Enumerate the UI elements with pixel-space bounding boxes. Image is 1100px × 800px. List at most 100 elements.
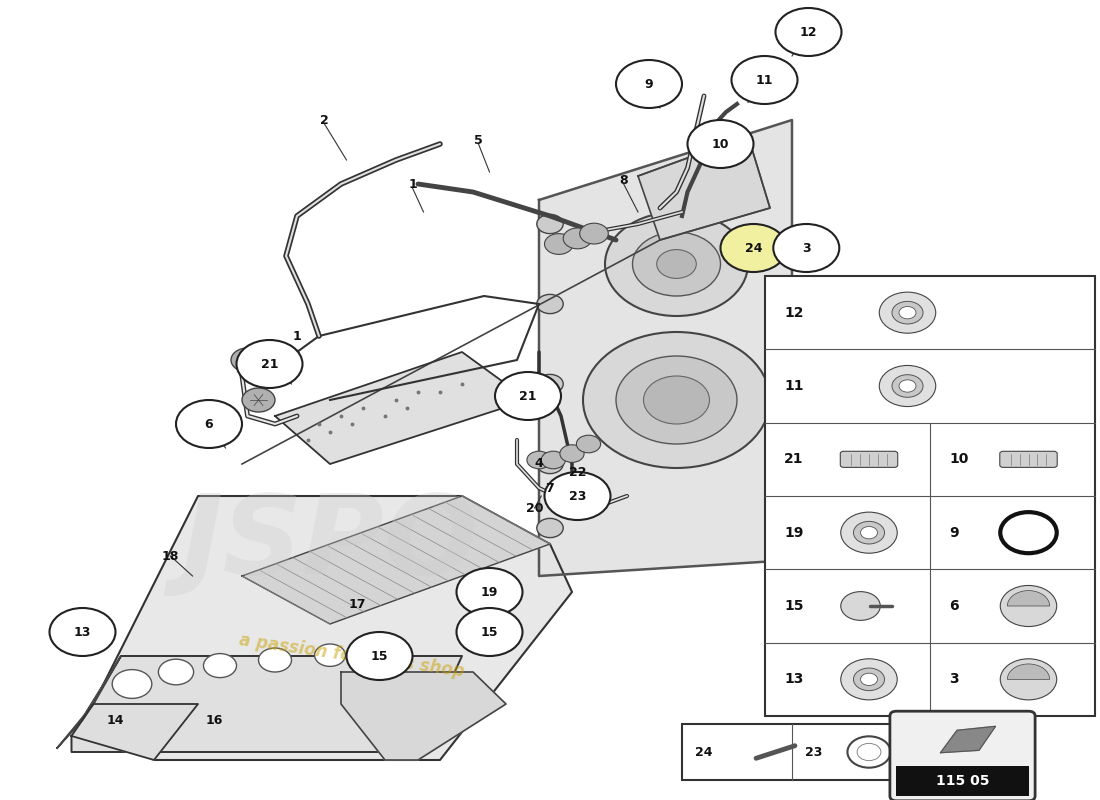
Wedge shape xyxy=(1008,590,1049,606)
FancyBboxPatch shape xyxy=(764,276,1094,716)
Text: 1: 1 xyxy=(293,330,301,342)
Circle shape xyxy=(537,374,563,394)
Text: 7: 7 xyxy=(546,482,554,494)
Text: 15: 15 xyxy=(371,650,388,662)
Text: a passion for parts shop: a passion for parts shop xyxy=(239,631,465,681)
Text: 12: 12 xyxy=(800,26,817,38)
Text: 1: 1 xyxy=(408,178,417,190)
Circle shape xyxy=(720,224,786,272)
Text: 23: 23 xyxy=(805,746,823,758)
Circle shape xyxy=(315,644,345,666)
Circle shape xyxy=(50,608,116,656)
Polygon shape xyxy=(940,726,996,753)
Text: 2: 2 xyxy=(320,114,329,126)
Circle shape xyxy=(158,659,194,685)
Polygon shape xyxy=(539,120,792,576)
Circle shape xyxy=(1000,658,1057,700)
Circle shape xyxy=(732,56,798,104)
Text: JSPO: JSPO xyxy=(182,490,478,598)
Circle shape xyxy=(537,294,563,314)
FancyBboxPatch shape xyxy=(896,766,1028,796)
Circle shape xyxy=(632,232,721,296)
Text: 15: 15 xyxy=(481,626,498,638)
Text: 11: 11 xyxy=(784,379,804,393)
Circle shape xyxy=(204,654,236,678)
Circle shape xyxy=(1000,586,1057,626)
Circle shape xyxy=(899,306,916,319)
Wedge shape xyxy=(1008,664,1049,679)
Text: 10: 10 xyxy=(712,138,729,150)
Circle shape xyxy=(544,472,610,520)
FancyBboxPatch shape xyxy=(890,711,1035,800)
Text: 6: 6 xyxy=(949,599,959,613)
Circle shape xyxy=(879,292,936,333)
Circle shape xyxy=(576,435,601,453)
Text: 21: 21 xyxy=(519,390,537,402)
Circle shape xyxy=(583,332,770,468)
Text: 20: 20 xyxy=(526,502,543,514)
Circle shape xyxy=(616,60,682,108)
Circle shape xyxy=(544,234,573,254)
Circle shape xyxy=(560,445,584,462)
Circle shape xyxy=(112,670,152,698)
Text: 8: 8 xyxy=(619,174,628,186)
Text: 17: 17 xyxy=(349,598,366,610)
Circle shape xyxy=(541,451,565,469)
FancyBboxPatch shape xyxy=(1000,451,1057,467)
Text: 19: 19 xyxy=(784,526,804,540)
Polygon shape xyxy=(341,672,506,760)
Text: 4: 4 xyxy=(535,458,543,470)
Circle shape xyxy=(527,451,551,469)
Circle shape xyxy=(231,348,264,372)
Circle shape xyxy=(847,736,891,768)
Circle shape xyxy=(776,8,842,56)
Circle shape xyxy=(840,512,898,554)
Circle shape xyxy=(495,372,561,420)
Circle shape xyxy=(563,228,592,249)
Circle shape xyxy=(860,526,878,539)
Text: 5: 5 xyxy=(474,134,483,146)
Circle shape xyxy=(840,658,898,700)
Circle shape xyxy=(1000,512,1057,554)
Text: 14: 14 xyxy=(107,714,124,726)
Text: 115 05: 115 05 xyxy=(936,774,989,788)
Circle shape xyxy=(892,302,923,324)
Polygon shape xyxy=(72,656,462,752)
Circle shape xyxy=(176,400,242,448)
Text: 24: 24 xyxy=(695,746,713,758)
Circle shape xyxy=(242,388,275,412)
Circle shape xyxy=(236,340,302,388)
Circle shape xyxy=(616,356,737,444)
Circle shape xyxy=(644,376,710,424)
Text: 9: 9 xyxy=(645,78,653,90)
Circle shape xyxy=(370,641,400,663)
Polygon shape xyxy=(94,496,572,760)
Text: 9: 9 xyxy=(949,526,959,540)
Text: 23: 23 xyxy=(569,490,586,502)
Circle shape xyxy=(879,366,936,406)
Circle shape xyxy=(580,223,608,244)
Text: 18: 18 xyxy=(162,550,179,562)
Circle shape xyxy=(258,648,292,672)
Text: 3: 3 xyxy=(802,242,811,254)
Text: 3: 3 xyxy=(949,672,959,686)
Text: 24: 24 xyxy=(745,242,762,254)
Polygon shape xyxy=(638,136,770,240)
Text: 6: 6 xyxy=(205,418,213,430)
Text: 16: 16 xyxy=(206,714,223,726)
Circle shape xyxy=(892,374,923,398)
Polygon shape xyxy=(57,656,121,748)
Circle shape xyxy=(899,380,916,392)
Polygon shape xyxy=(72,704,198,760)
Circle shape xyxy=(857,743,881,761)
Text: 12: 12 xyxy=(784,306,804,320)
Circle shape xyxy=(456,608,522,656)
Text: 21: 21 xyxy=(261,358,278,370)
Circle shape xyxy=(840,592,880,620)
Circle shape xyxy=(537,214,563,234)
FancyBboxPatch shape xyxy=(682,724,902,780)
Polygon shape xyxy=(275,352,528,464)
Circle shape xyxy=(537,518,563,538)
Circle shape xyxy=(657,250,696,278)
Circle shape xyxy=(854,522,884,544)
